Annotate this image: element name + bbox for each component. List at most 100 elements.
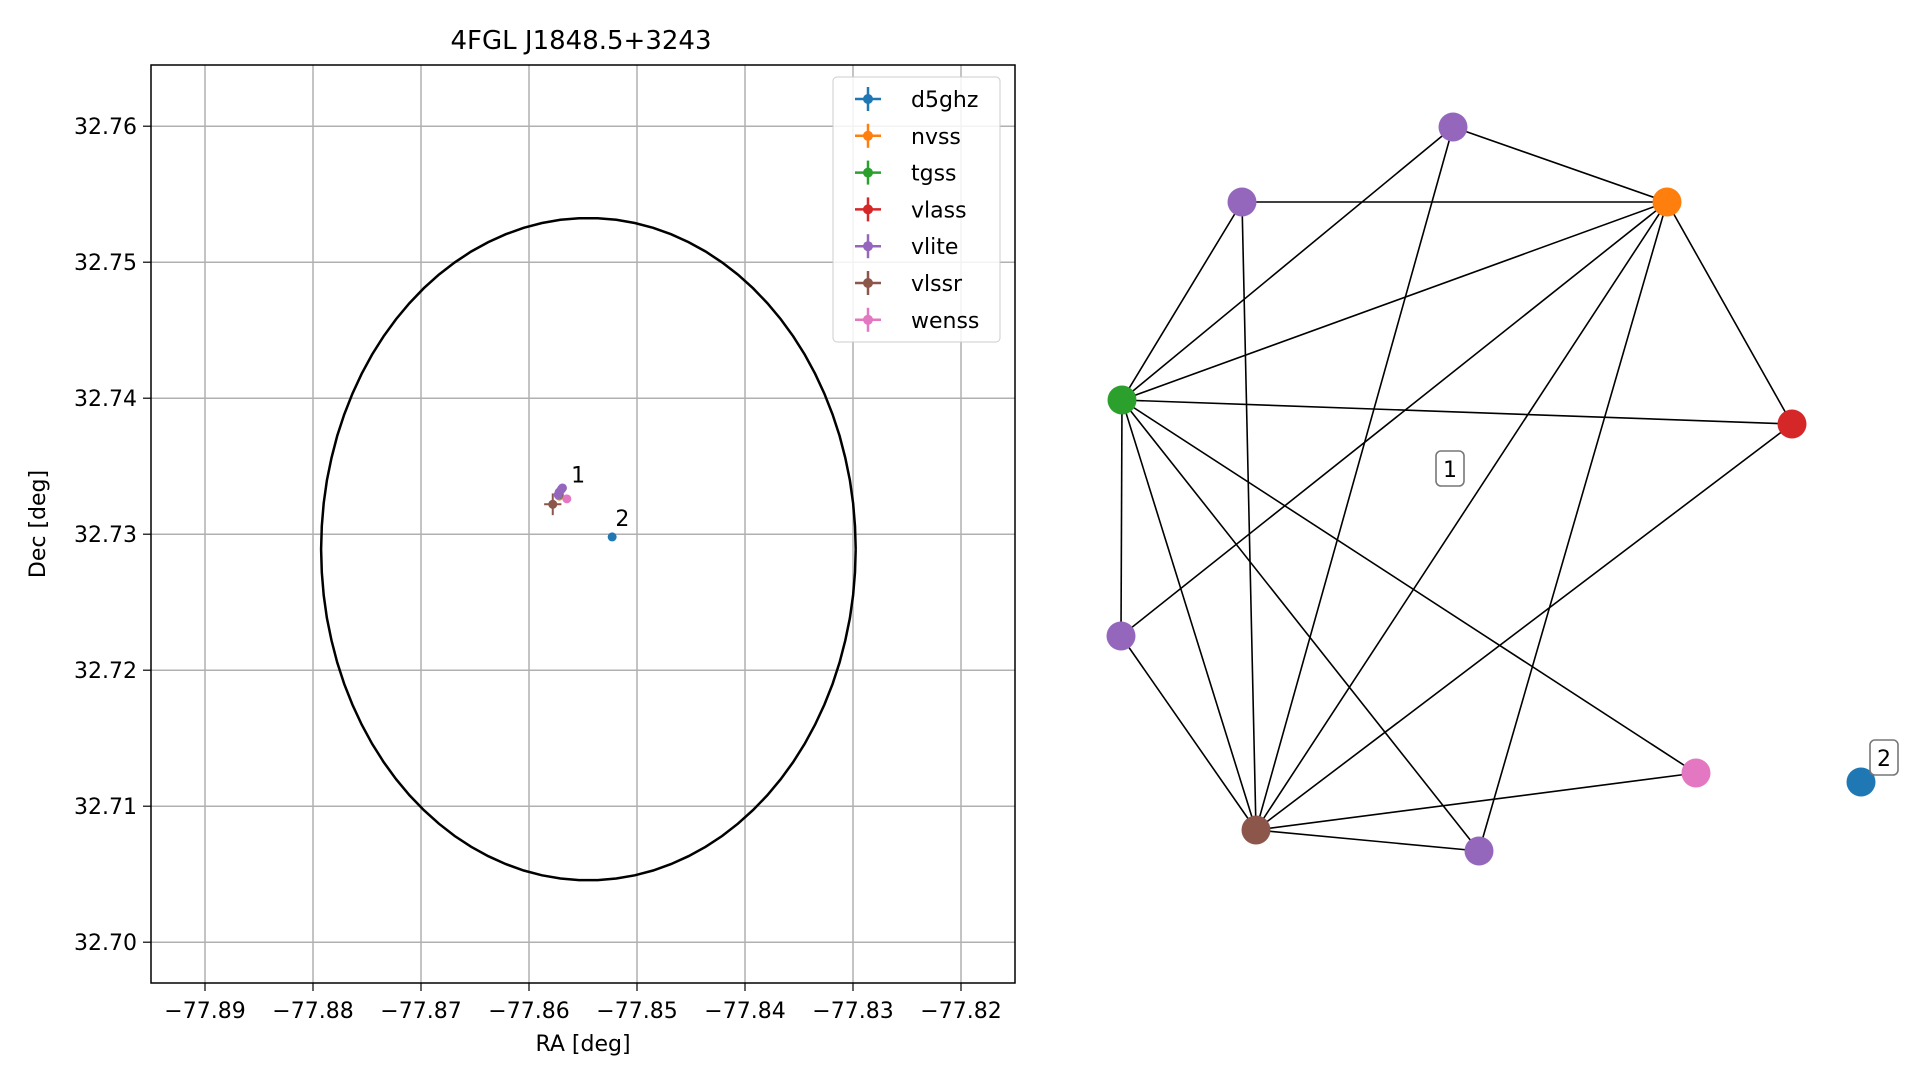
legend-items: d5ghz nvss tgss vlass vlite vlssr wenss — [855, 87, 979, 334]
error-ellipse-layer — [319, 216, 857, 882]
legend-item-wenss: wenss — [855, 307, 979, 334]
plot-title: 4FGL J1848.5+3243 — [451, 26, 712, 56]
x-axis-ticks: −77.89 −77.88 −77.87 −77.86 −77.85 −77.84 −77.… — [164, 983, 1002, 1024]
legend-item-vlssr: vlssr — [855, 271, 963, 297]
x-tick-label: −77.82 — [920, 999, 1001, 1024]
graph-node-d5ghz — [1846, 767, 1876, 797]
y-axis-label: Dec [deg] — [26, 470, 51, 578]
graph-edge — [1478, 201, 1668, 852]
position-plot: 4FGL J1848.5+3243 12 −77.89 −77.88 −77.87−… — [26, 26, 1016, 1057]
graph-edge — [1121, 399, 1697, 774]
legend-label: vlass — [911, 198, 967, 223]
legend-marker-dot — [863, 94, 873, 104]
graph-node-wenss — [1681, 758, 1711, 788]
legend-marker-dot — [863, 204, 873, 215]
association-graph: 12 — [1106, 112, 1899, 866]
legend-label: d5ghz — [911, 88, 978, 113]
component-label-text: 2 — [1877, 747, 1891, 772]
vlite-marker — [554, 487, 564, 497]
legend-label: tgss — [911, 162, 957, 187]
graph-edge — [1121, 126, 1454, 401]
graph-edge — [1241, 201, 1257, 831]
legend-marker-dot — [863, 241, 873, 252]
legend-label: vlite — [911, 235, 958, 260]
y-axis-ticks: 32.70 32.71 32.72 32.73 32.74 32.75 32.76 — [74, 115, 151, 956]
component-label: 2 — [1869, 739, 1899, 776]
y-tick-label: 32.70 — [74, 931, 137, 956]
graph-node-vlssr — [1241, 815, 1271, 845]
wenss-point — [562, 494, 572, 504]
legend-box — [832, 76, 1001, 343]
legend-item-nvss: nvss — [855, 123, 961, 150]
legend-marker-dot — [863, 314, 873, 325]
y-tick-label: 32.73 — [74, 523, 137, 548]
graph-edge — [1121, 201, 1243, 401]
legend-item-tgss: tgss — [855, 160, 957, 187]
component-label-box — [1435, 450, 1465, 487]
graph-edge — [1121, 201, 1668, 401]
graph-nodes — [1106, 112, 1876, 866]
graph-node-vlass — [1777, 409, 1807, 439]
graph-edge — [1120, 399, 1123, 637]
annotation-layer: 12 — [571, 464, 629, 533]
d5ghz-marker — [607, 532, 617, 542]
legend-item-vlite: vlite — [855, 234, 958, 260]
graph-node-vlite — [1464, 836, 1494, 866]
graph-edge — [1255, 201, 1668, 831]
graph-node-vlite — [1438, 112, 1468, 142]
x-tick-label: −77.87 — [380, 999, 461, 1024]
vlite-point — [554, 487, 564, 497]
graph-edge — [1121, 399, 1480, 852]
legend-marker-dot — [863, 167, 873, 178]
graph-edge — [1120, 635, 1257, 831]
wenss-marker — [562, 494, 572, 504]
vlssr-marker — [548, 499, 558, 509]
graph-node-vlite — [1227, 187, 1257, 217]
graph-edges — [1120, 126, 1793, 852]
x-tick-label: −77.84 — [704, 999, 785, 1024]
axes-frame — [150, 64, 1016, 984]
x-tick-label: −77.85 — [596, 999, 677, 1024]
component-label-box — [1869, 739, 1899, 776]
graph-edge — [1255, 772, 1697, 831]
error-ellipse — [319, 216, 857, 882]
y-tick-label: 32.75 — [74, 251, 137, 276]
legend: d5ghz nvss tgss vlass vlite vlssr wenss — [832, 76, 1001, 343]
data-points-layer — [544, 483, 617, 542]
component-label: 1 — [1435, 450, 1465, 487]
legend-label: vlssr — [911, 272, 963, 297]
y-tick-label: 32.71 — [74, 795, 137, 820]
point-annotation: 2 — [615, 507, 629, 532]
x-tick-label: −77.88 — [272, 999, 353, 1024]
legend-marker-dot — [863, 278, 873, 288]
y-tick-label: 32.72 — [74, 659, 137, 684]
graph-edge — [1666, 201, 1793, 425]
point-annotation: 1 — [571, 464, 585, 489]
graph-node-tgss — [1107, 385, 1137, 415]
x-axis-label: RA [deg] — [535, 1032, 630, 1057]
graph-node-vlite — [1106, 621, 1136, 651]
d5ghz-point — [607, 532, 617, 542]
graph-edge — [1121, 399, 1793, 425]
legend-label: wenss — [911, 309, 979, 334]
component-label-text: 1 — [1443, 458, 1457, 483]
legend-label: nvss — [911, 125, 961, 150]
graph-edge — [1120, 201, 1668, 637]
x-tick-label: −77.89 — [164, 999, 245, 1024]
graph-node-nvss — [1652, 187, 1682, 217]
graph-edge — [1452, 126, 1668, 203]
x-tick-label: −77.83 — [812, 999, 893, 1024]
x-tick-label: −77.86 — [488, 999, 569, 1024]
y-tick-label: 32.74 — [74, 387, 137, 412]
legend-item-d5ghz: d5ghz — [855, 87, 978, 113]
graph-edge — [1255, 423, 1793, 831]
legend-item-vlass: vlass — [855, 197, 967, 223]
vlssr-point — [544, 493, 562, 516]
y-tick-label: 32.76 — [74, 115, 137, 140]
graph-edge — [1121, 399, 1257, 831]
graph-edge — [1255, 126, 1454, 831]
legend-marker-dot — [863, 130, 873, 141]
graph-edge — [1255, 829, 1480, 852]
graph-labels: 12 — [1435, 450, 1899, 776]
